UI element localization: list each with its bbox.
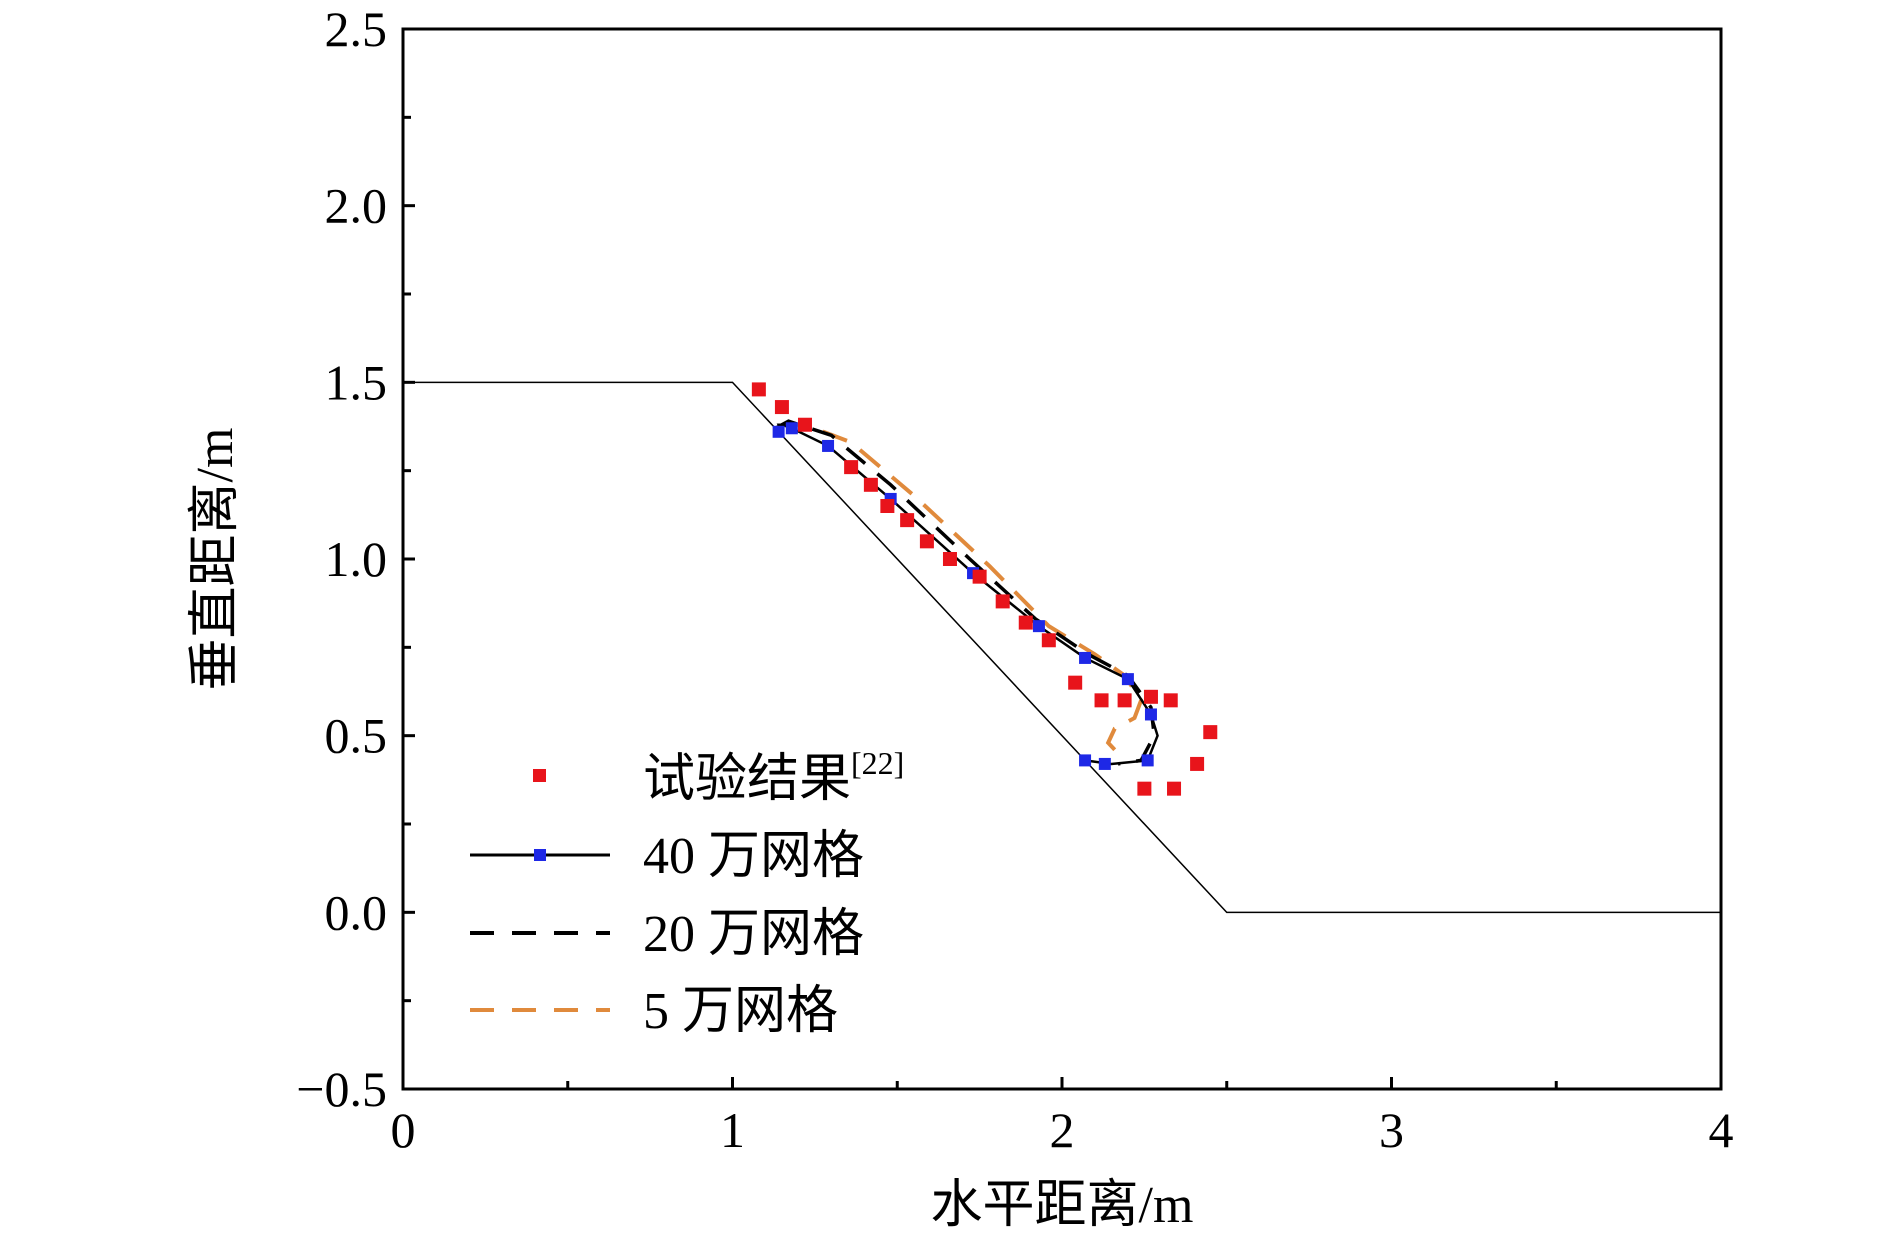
experiment-data-point	[1190, 756, 1205, 771]
y-tick-label: 2.0	[325, 178, 388, 234]
series-layer	[403, 381, 1721, 914]
legend-label-experiment: 试验结果[22]	[643, 745, 904, 808]
experiment-data-point	[844, 460, 859, 475]
legend-label-superscript: [22]	[851, 745, 904, 781]
legend-label: 20 万网格	[643, 906, 864, 963]
series-40w-marker	[1079, 651, 1092, 664]
experiment-data-point	[1041, 633, 1056, 648]
x-tick-label: 3	[1379, 1102, 1404, 1158]
experiment-data-point	[863, 477, 878, 492]
series-40w-marker	[785, 422, 798, 435]
experiment-data-point	[1167, 781, 1182, 796]
experiment-data-point	[972, 569, 987, 584]
experiment-data-point	[900, 513, 915, 528]
axis-layer: 0 1 2 3 4 −0.5 0.0 0.5 1.0 1.5 2.0 2.5	[296, 1, 1733, 1158]
legend-label: 5 万网格	[643, 983, 838, 1040]
legend-marker-experiment	[533, 769, 546, 782]
slope-profile-line	[403, 381, 1721, 914]
series-line-40w	[776, 423, 1159, 766]
experiment-data-point	[880, 499, 895, 513]
legend-marker-40w	[534, 849, 546, 861]
experiment-data-point	[1143, 689, 1158, 704]
legend: 试验结果[22] 40 万网格 20 万网格 5 万网格	[470, 745, 904, 1040]
series-line-20w	[774, 419, 1157, 766]
experiment-data-point	[797, 417, 812, 432]
y-tick-label: 0.5	[325, 708, 388, 764]
x-tick-label: 2	[1050, 1102, 1075, 1158]
experiment-data-point	[1203, 725, 1218, 740]
experiment-data-point	[751, 382, 766, 397]
series-40w-marker	[1079, 754, 1092, 767]
series-40w-marker	[772, 425, 785, 438]
experiment-data-point	[995, 594, 1010, 609]
series-40w-marker	[1121, 673, 1134, 686]
experiment-data-point	[1163, 693, 1178, 708]
legend-label: 40 万网格	[643, 828, 864, 885]
experiment-data-point	[919, 534, 934, 549]
series-line-5w	[781, 422, 1144, 752]
series-40w-marker	[1144, 708, 1157, 721]
series-40w-marker	[1098, 757, 1111, 770]
experiment-data-point	[942, 552, 957, 566]
x-tick-label: 0	[391, 1102, 416, 1158]
experiment-data-point	[1094, 693, 1109, 708]
experiment-data-point	[1117, 693, 1132, 708]
series-40w-marker	[822, 439, 835, 452]
x-tick-label: 4	[1709, 1102, 1734, 1158]
series-40w-marker	[1032, 620, 1045, 633]
plot-frame	[401, 27, 1723, 1091]
series-40w-marker	[1141, 754, 1154, 767]
y-tick-label: 1.0	[325, 531, 388, 587]
experiment-data-point	[774, 400, 789, 415]
x-tick-label: 1	[720, 1102, 745, 1158]
y-tick-label: 2.5	[325, 1, 388, 57]
experiment-data-point	[1137, 781, 1152, 796]
experiment-data-point	[1068, 675, 1083, 690]
y-tick-label: 0.0	[325, 884, 388, 940]
x-axis-label: 水平距离/m	[931, 1177, 1194, 1234]
y-tick-label: −0.5	[296, 1061, 387, 1117]
y-axis-label: 垂直距离/m	[187, 428, 244, 691]
experiment-data-point	[1018, 615, 1033, 630]
y-tick-label: 1.5	[325, 354, 388, 410]
